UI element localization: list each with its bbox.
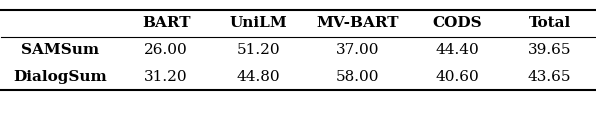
- Text: 26.00: 26.00: [144, 43, 188, 57]
- Text: 58.00: 58.00: [336, 70, 380, 84]
- Text: BART: BART: [142, 16, 190, 30]
- Text: 39.65: 39.65: [528, 43, 572, 57]
- Text: 40.60: 40.60: [435, 70, 479, 84]
- Text: 44.40: 44.40: [435, 43, 479, 57]
- Text: Total: Total: [529, 16, 571, 30]
- Text: MV-BART: MV-BART: [316, 16, 399, 30]
- Text: SAMSum: SAMSum: [21, 43, 100, 57]
- Text: 44.80: 44.80: [237, 70, 281, 84]
- Text: DialogSum: DialogSum: [13, 70, 107, 84]
- Text: 37.00: 37.00: [336, 43, 380, 57]
- Text: 43.65: 43.65: [528, 70, 572, 84]
- Text: 51.20: 51.20: [237, 43, 281, 57]
- Text: CODS: CODS: [432, 16, 482, 30]
- Text: UniLM: UniLM: [230, 16, 287, 30]
- Text: 31.20: 31.20: [144, 70, 188, 84]
